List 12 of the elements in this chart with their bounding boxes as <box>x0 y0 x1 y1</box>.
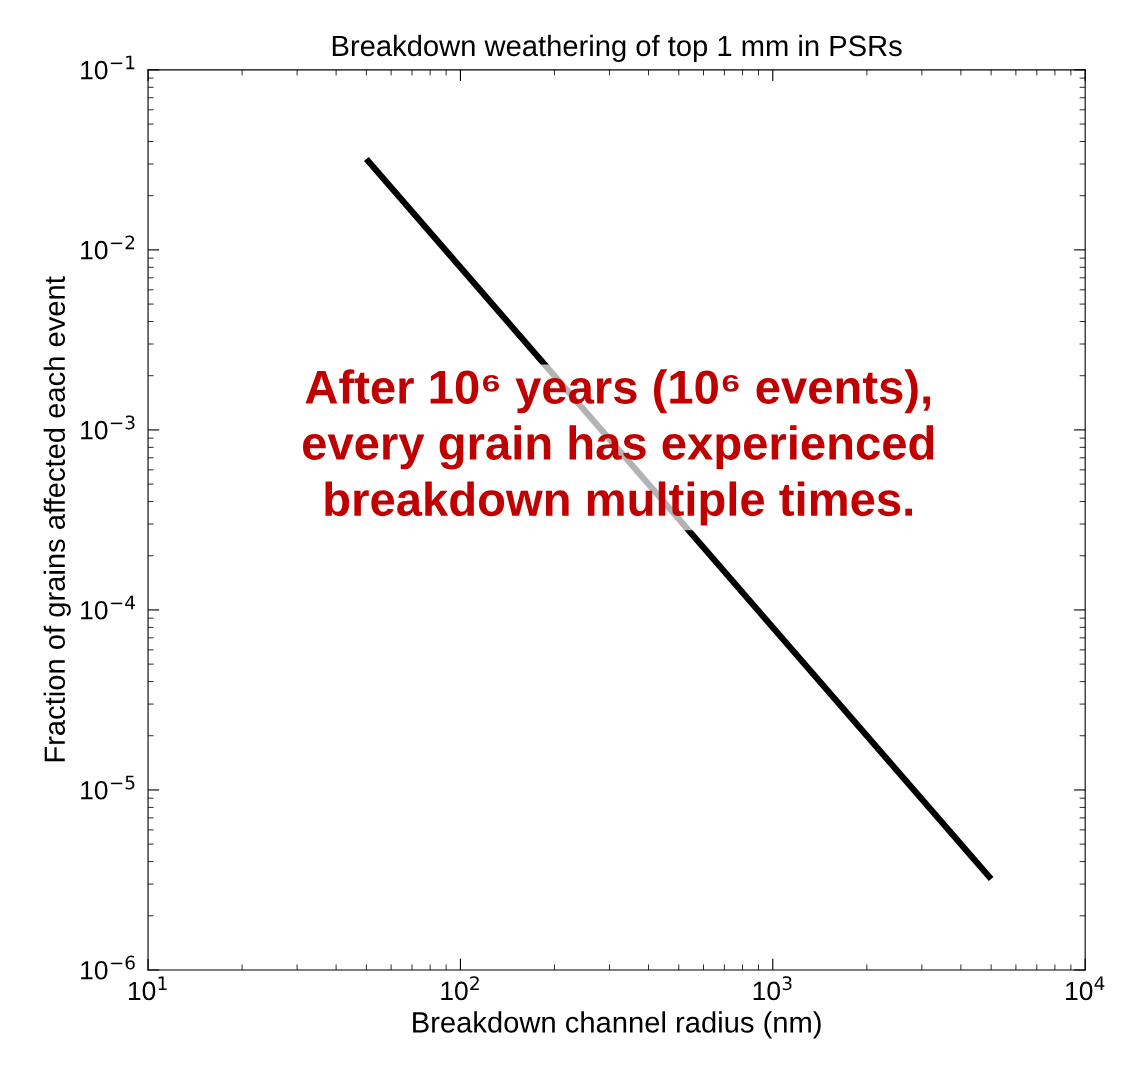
chart-title: Breakdown weathering of top 1 mm in PSRs <box>332 34 902 63</box>
x-tick-label: 10$^{4}$ <box>1066 976 1105 1001</box>
y-tick-label: 10$^{−2}$ <box>81 235 135 260</box>
x-axis-title: Breakdown channel radius (nm) <box>413 1011 821 1039</box>
x-tick-label: 10$^{2}$ <box>441 976 479 1001</box>
x-tick-label: 10$^{3}$ <box>753 976 792 1001</box>
annotation: After 10⁶ years (10⁶ events), every grain has experienced breakdown multiple times. <box>303 369 934 526</box>
y-tick-label: 10$^{−4}$ <box>81 595 135 620</box>
y-tick-label: 10$^{−1}$ <box>81 55 135 80</box>
y-axis-title: Fraction of grains affected each event <box>43 276 71 762</box>
y-tick-label: 10$^{−5}$ <box>81 775 135 800</box>
y-tick-label: 10$^{−3}$ <box>81 415 135 440</box>
